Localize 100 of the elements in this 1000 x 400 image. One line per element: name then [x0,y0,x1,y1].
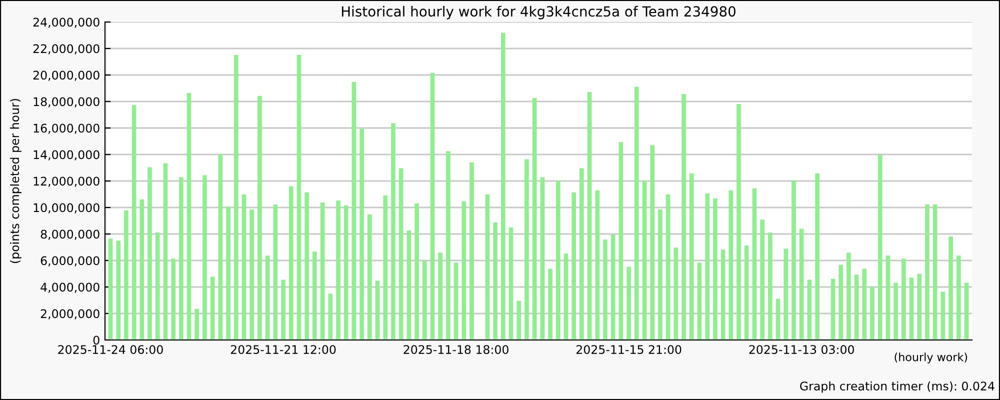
bar [391,123,396,340]
bar [564,254,568,340]
x-tick-label: 2025-11-21 12:00 [230,345,336,354]
bar [689,173,694,340]
y-tick-label: 20,000,000 [33,70,100,81]
x-tick-label: 2025-11-18 18:00 [404,345,508,354]
bar [226,206,230,340]
bar [202,175,207,340]
bar [768,232,772,340]
y-tick-label: 16,000,000 [34,124,100,134]
bar [186,93,192,340]
bar [532,98,537,340]
bar [658,209,662,340]
bar [626,266,631,340]
bar [878,154,882,340]
bar [728,190,734,340]
bar [956,256,961,340]
bar [501,32,506,340]
bar [932,204,938,340]
bar [940,292,946,340]
y-tick-label: 2,000,000 [40,309,100,320]
bar [171,258,176,340]
bar [438,252,442,340]
bar [360,128,364,340]
y-tick-label: 22,000,000 [33,44,100,54]
x-axis-title: (hourly work) [894,352,968,364]
y-tick-label: 8,000,000 [40,230,100,240]
bar [807,280,812,340]
bar [682,94,686,340]
bar [462,201,466,340]
bar [603,240,608,340]
y-tick-label: 14,000,000 [34,150,100,160]
bar [296,54,302,340]
bar [320,202,325,340]
bar [548,268,552,340]
bar [838,264,844,340]
text: Graph creation timer (ms): 0.024 [800,381,994,393]
bar [524,159,529,340]
y-tick-label: 12,000,000 [34,176,100,187]
bar [446,151,450,340]
bar [234,54,238,340]
bar [304,192,309,340]
bar [218,154,223,340]
bar [250,209,254,340]
bar [242,194,246,340]
bar [720,250,726,340]
bar [258,96,262,340]
bar [948,236,953,340]
bar [398,168,404,340]
bar [784,248,788,340]
bar [776,298,780,340]
bar [132,105,136,340]
bar [508,228,514,340]
bar [917,274,922,340]
bar [493,222,498,340]
y-tick-label: 0 [93,336,100,345]
bar [210,276,215,340]
bar [485,194,490,340]
y-axis-title: (points completed per hour) [10,99,22,263]
bar [422,261,427,340]
bar [312,252,317,340]
bar [587,92,592,340]
bar [792,180,796,340]
bar [697,262,702,340]
bar [281,280,286,340]
bar [328,294,333,340]
bar [634,86,639,340]
x-tick-label: 2025-11-13 03:00 [749,345,854,354]
bar [367,214,372,340]
y-tick-label: 6,000,000 [40,256,100,266]
bar [650,145,655,340]
bar [886,256,890,340]
bar [194,308,200,340]
bar [713,198,718,340]
bar [964,282,969,340]
bar [854,274,859,340]
bar [642,180,647,340]
bar [265,256,270,340]
bar [870,286,874,340]
y-tick-label: 4,000,000 [40,282,100,293]
bar [572,192,576,340]
bar [862,268,867,340]
bar [705,193,710,340]
bar [148,167,152,340]
bar [273,204,278,340]
bar [540,177,545,340]
bar [744,246,749,340]
bar [925,204,930,340]
bar [666,194,670,340]
chart-title: Historical hourly work for 4kg3k4cncz5a of Team 234980 [342,6,736,20]
bar [815,173,820,340]
bar [108,238,113,340]
bar [336,200,340,340]
bar [516,300,522,340]
bar [124,210,128,340]
bar [414,203,419,340]
bar [799,228,804,340]
bar [352,82,356,340]
bar [155,232,160,340]
bar [894,282,898,340]
